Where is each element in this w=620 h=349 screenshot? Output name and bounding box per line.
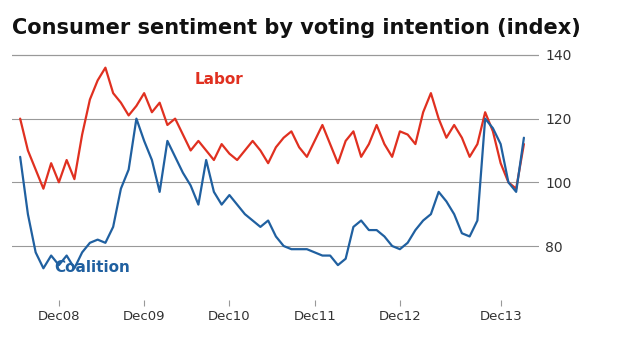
Text: Coalition: Coalition (55, 260, 130, 275)
Text: Labor: Labor (194, 72, 243, 87)
Text: Consumer sentiment by voting intention (index): Consumer sentiment by voting intention (… (12, 18, 581, 38)
